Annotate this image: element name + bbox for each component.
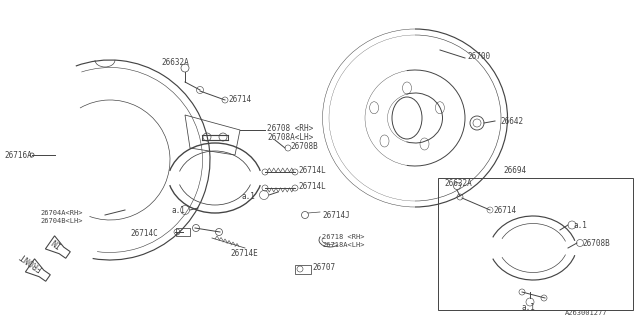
Text: 26718A<LH>: 26718A<LH> bbox=[322, 242, 365, 248]
Text: 26704B<LH>: 26704B<LH> bbox=[40, 218, 83, 224]
Text: A263001277: A263001277 bbox=[565, 310, 607, 316]
Text: 26714: 26714 bbox=[228, 94, 251, 103]
Text: 26714L: 26714L bbox=[298, 165, 326, 174]
Text: 26642: 26642 bbox=[500, 116, 523, 125]
Text: IN: IN bbox=[50, 236, 63, 249]
Bar bbox=[295, 265, 311, 274]
Text: 26708B: 26708B bbox=[582, 238, 610, 247]
Bar bbox=[176, 228, 190, 236]
Text: 26714: 26714 bbox=[493, 205, 516, 214]
Text: a.1: a.1 bbox=[171, 205, 185, 214]
Text: 26707: 26707 bbox=[312, 263, 335, 273]
Text: 26708B: 26708B bbox=[290, 141, 317, 150]
Text: 26718 <RH>: 26718 <RH> bbox=[322, 234, 365, 240]
Text: 26700: 26700 bbox=[467, 52, 490, 60]
Bar bbox=[438, 178, 633, 310]
Text: a.1: a.1 bbox=[522, 303, 536, 313]
Text: 26632A: 26632A bbox=[161, 58, 189, 67]
Text: 26714C: 26714C bbox=[130, 228, 157, 237]
Text: 26708 <RH>: 26708 <RH> bbox=[267, 124, 313, 132]
Text: 26714J: 26714J bbox=[322, 211, 349, 220]
Text: FRONT: FRONT bbox=[17, 251, 44, 272]
Text: a.1: a.1 bbox=[241, 191, 255, 201]
Text: 26704A<RH>: 26704A<RH> bbox=[40, 210, 83, 216]
Text: a.1: a.1 bbox=[574, 220, 588, 229]
Text: 26708A<LH>: 26708A<LH> bbox=[267, 132, 313, 141]
Text: 26632A: 26632A bbox=[444, 179, 472, 188]
Text: 26694: 26694 bbox=[503, 165, 526, 174]
Text: 26714E: 26714E bbox=[230, 249, 258, 258]
Text: 26714L: 26714L bbox=[298, 181, 326, 190]
Text: 26716A: 26716A bbox=[4, 150, 32, 159]
